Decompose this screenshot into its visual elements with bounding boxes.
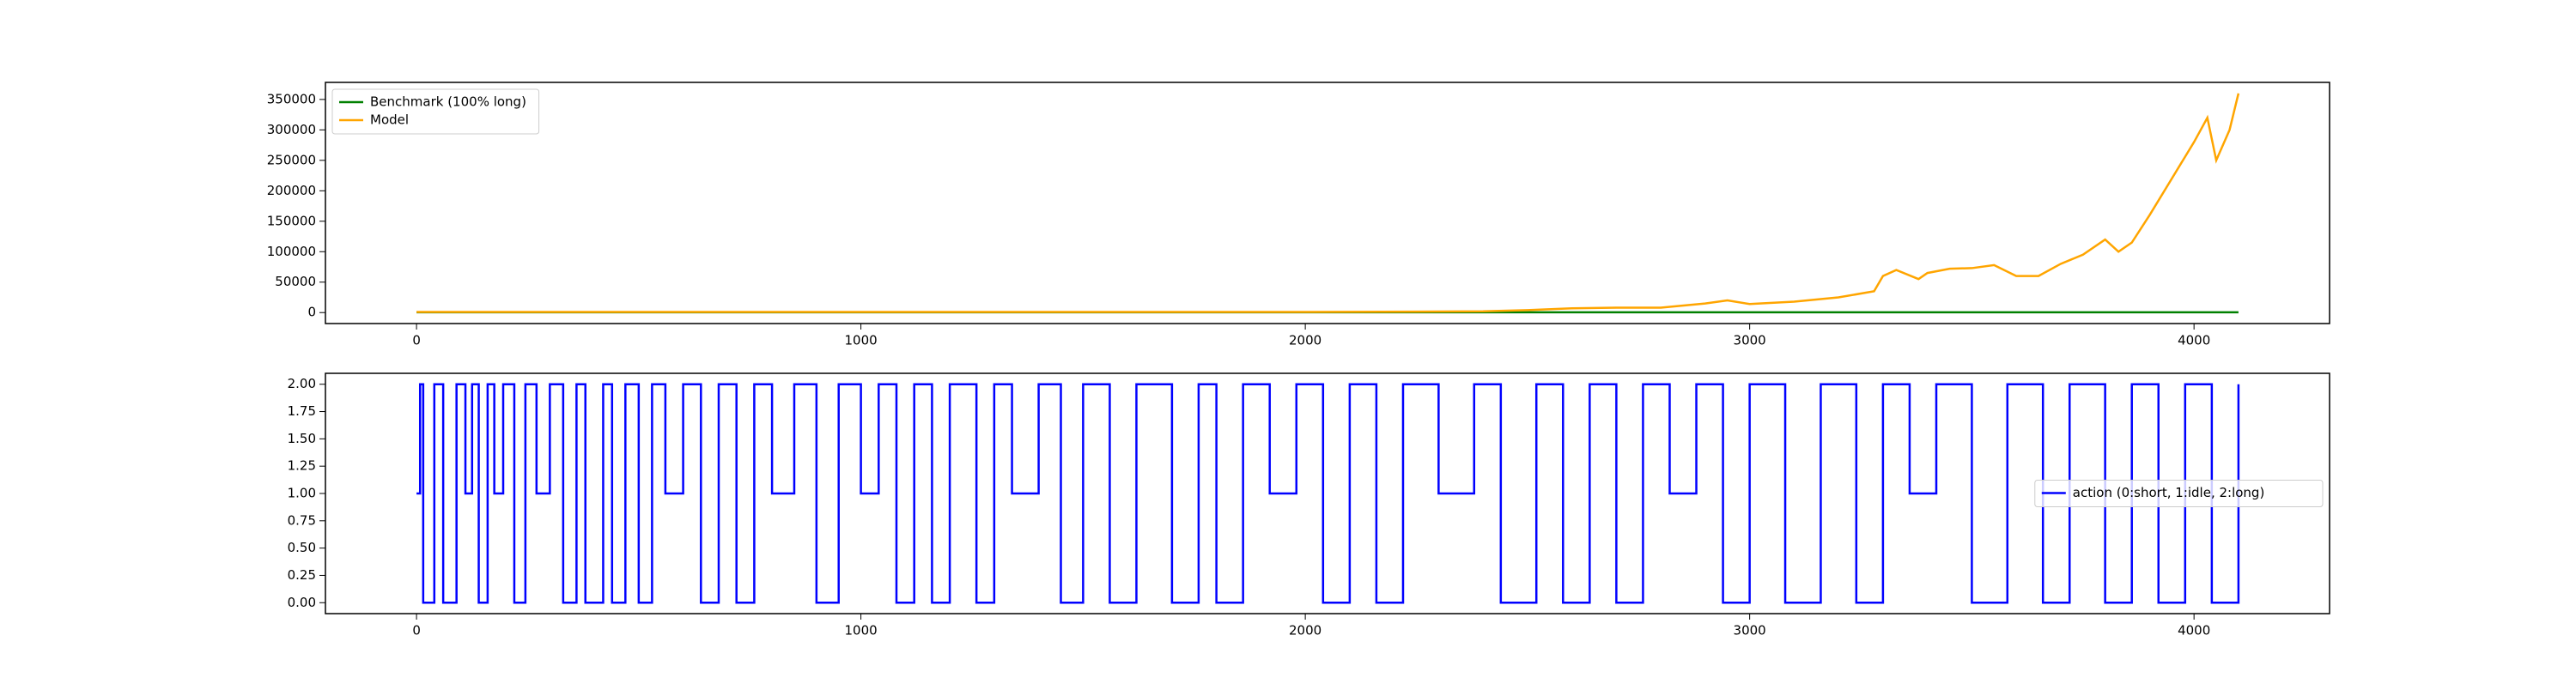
- y-tick-label: 2.00: [288, 376, 316, 391]
- legend-box: [2034, 480, 2324, 507]
- x-tick-label: 2000: [1289, 333, 1321, 348]
- legend-label: Model: [370, 112, 409, 128]
- x-tick-label: 3000: [1734, 333, 1766, 348]
- x-tick-label: 0: [412, 333, 421, 348]
- y-tick-label: 0.25: [288, 567, 316, 583]
- axes-frame: [325, 372, 2330, 614]
- y-tick-label: 1.25: [288, 458, 316, 474]
- y-tick-label: 100000: [267, 244, 316, 259]
- y-tick-label: 1.50: [288, 431, 316, 446]
- y-tick-label: 300000: [267, 122, 316, 137]
- y-tick-label: 0.00: [288, 595, 316, 610]
- y-tick-label: 350000: [267, 91, 316, 106]
- y-tick-label: 150000: [267, 213, 316, 228]
- axes-frame: [325, 82, 2330, 324]
- y-tick-label: 1.75: [288, 403, 316, 419]
- x-tick-label: 1000: [845, 623, 878, 639]
- x-tick-label: 3000: [1734, 623, 1766, 639]
- y-tick-label: 250000: [267, 152, 316, 167]
- x-tick-label: 4000: [2178, 623, 2210, 639]
- x-tick-label: 2000: [1289, 623, 1321, 639]
- y-tick-label: 50000: [275, 274, 316, 289]
- y-tick-label: 200000: [267, 183, 316, 198]
- series-line: [416, 93, 2240, 313]
- x-tick-label: 0: [412, 623, 421, 639]
- y-tick-label: 0.50: [288, 540, 316, 555]
- y-tick-label: 0.75: [288, 512, 316, 528]
- x-tick-label: 4000: [2178, 333, 2210, 348]
- legend-label: Benchmark (100% long): [370, 94, 526, 110]
- y-tick-label: 1.00: [288, 486, 316, 501]
- x-tick-label: 1000: [845, 333, 878, 348]
- legend-box: [331, 88, 540, 135]
- series-line: [416, 383, 2240, 604]
- legend-label: action (0:short, 1:idle, 2:long): [2073, 485, 2265, 500]
- y-tick-label: 0: [307, 305, 316, 320]
